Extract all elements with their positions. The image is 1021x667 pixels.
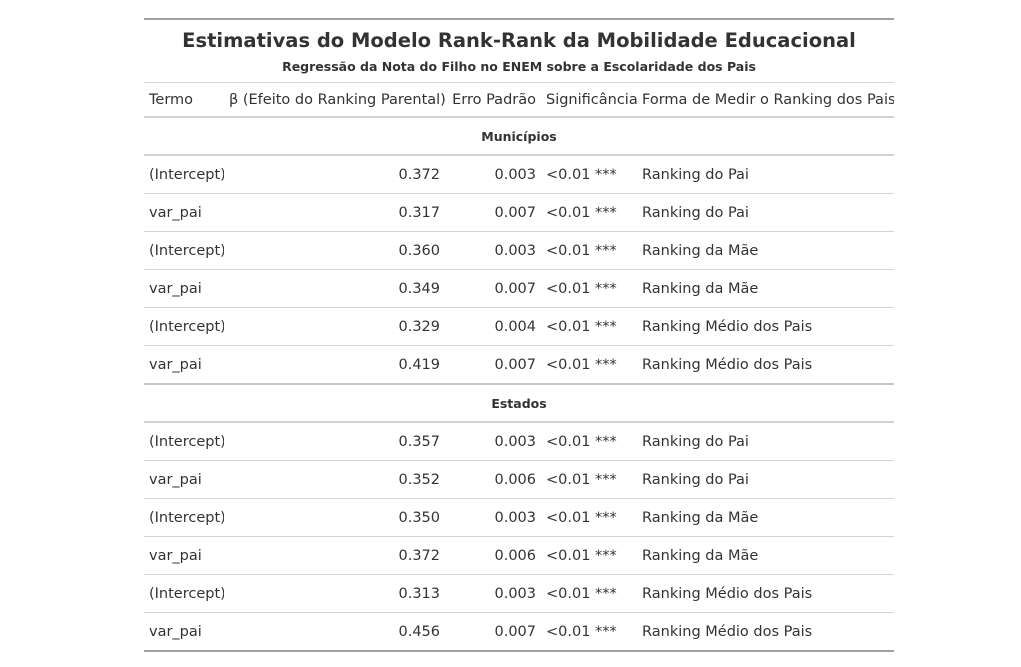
table-body: Municípios (Intercept) 0.372 0.003 <0.01 ***… xyxy=(144,117,894,651)
column-header-row: Termo β (Efeito do Ranking Parental) Err… xyxy=(144,82,894,118)
table-row: (Intercept) 0.313 0.003 <0.01 *** Ranking Mé… xyxy=(144,574,894,613)
cell-erro-padrao: 0.006 xyxy=(445,536,541,575)
regression-table: Estimativas do Modelo Rank-Rank da Mobil… xyxy=(144,18,894,652)
cell-significancia: <0.01 *** xyxy=(541,536,637,575)
column-header-significancia: Significância xyxy=(541,82,637,118)
cell-significancia: <0.01 *** xyxy=(541,422,637,461)
cell-forma-de-medir: Ranking do Pai xyxy=(637,460,894,499)
table-row: (Intercept) 0.350 0.003 <0.01 *** Ranking da… xyxy=(144,498,894,537)
column-header-forma-de-medir: Forma de Medir o Ranking dos Pais xyxy=(637,82,894,118)
cell-forma-de-medir: Ranking do Pai xyxy=(637,422,894,461)
cell-significancia: <0.01 *** xyxy=(541,574,637,613)
cell-termo: (Intercept) xyxy=(144,498,224,537)
cell-forma-de-medir: Ranking Médio dos Pais xyxy=(637,574,894,613)
cell-forma-de-medir: Ranking do Pai xyxy=(637,193,894,232)
cell-termo: var_pai xyxy=(144,345,224,385)
cell-beta: 0.329 xyxy=(224,307,445,346)
cell-erro-padrao: 0.003 xyxy=(445,422,541,461)
cell-significancia: <0.01 *** xyxy=(541,345,637,385)
group-label: Estados xyxy=(144,384,894,423)
cell-termo: var_pai xyxy=(144,460,224,499)
cell-erro-padrao: 0.007 xyxy=(494,623,536,640)
cell-beta: 0.350 xyxy=(224,498,445,537)
table-header: Estimativas do Modelo Rank-Rank da Mobil… xyxy=(144,19,894,118)
table-row: var_pai 0.419 0.007 <0.01 *** Ranking Médio … xyxy=(144,345,894,385)
cell-forma-de-medir: Ranking Médio dos Pais xyxy=(642,623,813,640)
cell-erro-padrao: 0.003 xyxy=(445,574,541,613)
cell-significancia: <0.01 *** xyxy=(541,307,637,346)
cell-termo: (Intercept) xyxy=(144,574,224,613)
cell-beta: 0.313 xyxy=(224,574,445,613)
cell-forma-de-medir: Ranking da Mãe xyxy=(637,498,894,537)
cell-termo: var_pai xyxy=(144,536,224,575)
cell-forma-de-medir: Ranking da Mãe xyxy=(637,536,894,575)
column-header-erro-padrao: Erro Padrão xyxy=(445,82,541,118)
cell-significancia: <0.01 *** xyxy=(541,498,637,537)
table-subtitle: Regressão da Nota do Filho no ENEM sobre… xyxy=(282,59,756,74)
table-row: (Intercept) 0.360 0.003 <0.01 *** Ranking da… xyxy=(144,231,894,270)
table-title-cell: Estimativas do Modelo Rank-Rank da Mobil… xyxy=(144,19,894,83)
cell-significancia: <0.01 *** xyxy=(546,623,617,640)
table-row: var_pai 0.352 0.006 <0.01 *** Ranking do Pai xyxy=(144,460,894,499)
cell-erro-padrao: 0.004 xyxy=(445,307,541,346)
group-label: Municípios xyxy=(144,117,894,156)
cell-beta: 0.349 xyxy=(224,269,445,308)
group-row: Municípios xyxy=(144,117,894,156)
cell-beta: 0.360 xyxy=(224,231,445,270)
cell-beta: 0.352 xyxy=(224,460,445,499)
cell-termo: (Intercept) xyxy=(144,155,224,194)
table-row: var_pai 0.372 0.006 <0.01 *** Ranking da Mãe xyxy=(144,536,894,575)
cell-significancia: <0.01 *** xyxy=(541,193,637,232)
table-row: var_pai 0.456 0.007 <0.01 *** Ranking Médio … xyxy=(144,613,894,652)
table-row: var_pai 0.317 0.007 <0.01 *** Ranking do Pai xyxy=(144,193,894,232)
cell-erro-padrao: 0.007 xyxy=(445,193,541,232)
cell-erro-padrao: 0.003 xyxy=(445,231,541,270)
cell-termo: var_pai xyxy=(144,269,224,308)
cell-forma-de-medir: Ranking da Mãe xyxy=(637,269,894,308)
table-row: var_pai 0.349 0.007 <0.01 *** Ranking da Mãe xyxy=(144,269,894,308)
table-row: (Intercept) 0.357 0.003 <0.01 *** Ranking do… xyxy=(144,422,894,461)
cell-significancia: <0.01 *** xyxy=(541,460,637,499)
cell-forma-de-medir: Ranking Médio dos Pais xyxy=(637,345,894,385)
group-row: Estados xyxy=(144,384,894,423)
cell-beta: 0.372 xyxy=(224,155,445,194)
cell-beta: 0.419 xyxy=(224,345,445,385)
cell-significancia: <0.01 *** xyxy=(541,269,637,308)
cell-beta: 0.372 xyxy=(224,536,445,575)
table-title: Estimativas do Modelo Rank-Rank da Mobil… xyxy=(182,29,856,52)
cell-significancia: <0.01 *** xyxy=(541,155,637,194)
cell-termo: var_pai xyxy=(149,623,202,640)
column-header-beta: β (Efeito do Ranking Parental) xyxy=(224,82,445,118)
cell-termo: (Intercept) xyxy=(144,307,224,346)
cell-termo: var_pai xyxy=(144,193,224,232)
cell-beta: 0.317 xyxy=(224,193,445,232)
cell-termo: (Intercept) xyxy=(144,422,224,461)
table-row: (Intercept) 0.372 0.003 <0.01 *** Ranking do… xyxy=(144,155,894,194)
cell-erro-padrao: 0.003 xyxy=(445,155,541,194)
cell-termo: (Intercept) xyxy=(144,231,224,270)
cell-beta: 0.357 xyxy=(224,422,445,461)
cell-beta: 0.456 xyxy=(398,623,440,640)
cell-significancia: <0.01 *** xyxy=(541,231,637,270)
cell-erro-padrao: 0.006 xyxy=(445,460,541,499)
cell-forma-de-medir: Ranking Médio dos Pais xyxy=(637,307,894,346)
cell-forma-de-medir: Ranking do Pai xyxy=(637,155,894,194)
regression-table-container: Estimativas do Modelo Rank-Rank da Mobil… xyxy=(144,18,894,652)
cell-erro-padrao: 0.003 xyxy=(445,498,541,537)
cell-erro-padrao: 0.007 xyxy=(445,269,541,308)
cell-erro-padrao: 0.007 xyxy=(445,345,541,385)
cell-forma-de-medir: Ranking da Mãe xyxy=(637,231,894,270)
table-row: (Intercept) 0.329 0.004 <0.01 *** Ranking Mé… xyxy=(144,307,894,346)
column-header-termo: Termo xyxy=(144,82,224,118)
